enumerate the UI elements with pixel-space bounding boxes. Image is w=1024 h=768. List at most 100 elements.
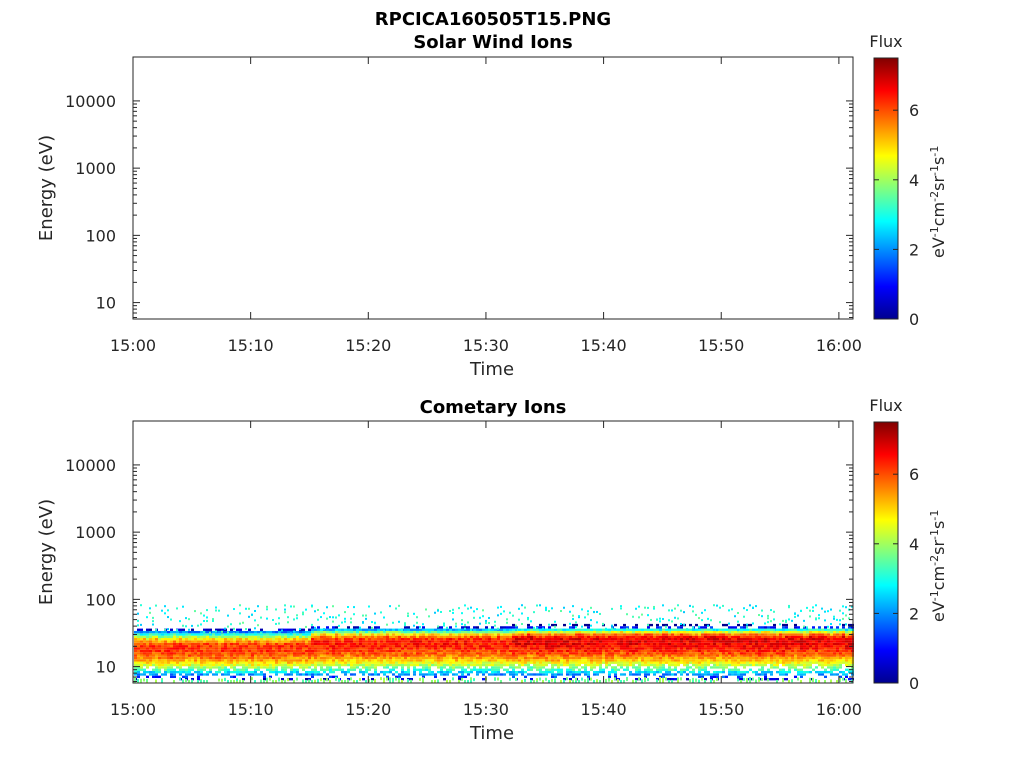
spectrogram-cell xyxy=(452,611,454,614)
spectrogram-cell xyxy=(497,663,500,667)
spectrogram-cell xyxy=(698,675,701,679)
spectrogram-cell xyxy=(506,630,509,634)
spectrogram-cell xyxy=(695,642,698,646)
spectrogram-cell xyxy=(173,647,176,650)
spectrogram-cell xyxy=(557,642,560,646)
spectrogram-cell xyxy=(290,670,293,674)
spectrogram-cell xyxy=(794,666,797,669)
spectrogram-cell xyxy=(779,649,782,653)
spectrogram-cell xyxy=(326,617,328,620)
spectrogram-cell xyxy=(440,659,443,662)
spectrogram-cell xyxy=(320,638,323,641)
spectrogram-cell xyxy=(653,607,655,610)
spectrogram-cell xyxy=(494,668,497,671)
spectrogram-cell xyxy=(659,666,662,669)
spectrogram-cell xyxy=(302,628,305,631)
spectrogram-cell xyxy=(275,680,277,683)
spectrogram-cell xyxy=(257,638,260,641)
spectrogram-cell xyxy=(602,645,605,648)
spectrogram-cell xyxy=(485,661,488,664)
spectrogram-cell xyxy=(239,604,241,607)
spectrogram-cell xyxy=(650,642,653,646)
spectrogram-cell xyxy=(461,673,464,676)
spectrogram-cell xyxy=(680,622,682,625)
spectrogram-cell xyxy=(287,666,290,669)
spectrogram-cell xyxy=(260,666,263,669)
spectrogram-cell xyxy=(554,656,557,660)
spectrogram-cell xyxy=(629,645,632,648)
spectrogram-cell xyxy=(428,638,431,641)
spectrogram-cell xyxy=(680,628,683,631)
spectrogram-cell xyxy=(491,663,494,667)
spectrogram-cell xyxy=(647,630,650,634)
spectrogram-cell xyxy=(539,604,541,607)
spectrogram-cell xyxy=(134,673,137,676)
spectrogram-cell xyxy=(629,633,632,636)
spectrogram-cell xyxy=(743,666,746,669)
spectrogram-cell xyxy=(641,670,644,674)
spectrogram-cell xyxy=(572,638,575,641)
spectrogram-cell xyxy=(185,652,188,655)
spectrogram-cell xyxy=(662,656,665,660)
spectrogram-cell xyxy=(764,638,767,641)
spectrogram-cell xyxy=(341,668,344,671)
spectrogram-cell xyxy=(545,630,548,634)
spectrogram-cell xyxy=(464,654,467,657)
spectrogram-cell xyxy=(503,652,506,655)
spectrogram-cell xyxy=(326,635,329,639)
spectrogram-cell xyxy=(572,645,575,648)
spectrogram-cell xyxy=(779,638,782,641)
spectrogram-cell xyxy=(665,635,668,639)
spectrogram-cell xyxy=(497,627,499,630)
spectrogram-cell xyxy=(185,642,188,646)
spectrogram-cell xyxy=(245,666,248,669)
spectrogram-cell xyxy=(206,659,209,662)
spectrogram-cell xyxy=(425,652,428,655)
spectrogram-cell xyxy=(623,626,626,629)
spectrogram-cell xyxy=(788,654,791,657)
spectrogram-cell xyxy=(341,680,343,683)
spectrogram-cell xyxy=(329,635,332,639)
spectrogram-cell xyxy=(776,649,779,653)
spectrogram-cell xyxy=(779,633,782,636)
spectrogram-cell xyxy=(698,649,701,653)
spectrogram-cell xyxy=(743,659,746,662)
spectrogram-cell xyxy=(590,633,593,636)
spectrogram-cell xyxy=(461,628,464,631)
spectrogram-cell xyxy=(353,661,356,664)
spectrogram-cell xyxy=(134,670,137,674)
spectrogram-cell xyxy=(473,640,476,643)
spectrogram-cell xyxy=(650,640,653,643)
spectrogram-cell xyxy=(392,645,395,648)
spectrogram-cell xyxy=(467,647,470,650)
spectrogram-cell xyxy=(185,635,188,639)
spectrogram-cell xyxy=(773,618,775,621)
spectrogram-cell xyxy=(590,647,593,650)
spectrogram-cell xyxy=(377,645,380,648)
spectrogram-cell xyxy=(629,628,632,631)
spectrogram-cell xyxy=(422,661,425,664)
spectrogram-cell xyxy=(371,661,374,664)
spectrogram-cell xyxy=(602,622,604,625)
spectrogram-cell xyxy=(533,652,536,655)
spectrogram-cell xyxy=(149,633,152,636)
spectrogram-cell xyxy=(488,633,491,636)
spectrogram-cell xyxy=(437,642,440,646)
spectrogram-cell xyxy=(626,656,629,660)
spectrogram-cell xyxy=(650,623,653,627)
spectrogram-cell xyxy=(188,649,191,653)
spectrogram-cell xyxy=(269,659,272,662)
spectrogram-cell xyxy=(254,642,257,646)
spectrogram-cell xyxy=(188,635,191,639)
spectrogram-cell xyxy=(755,638,758,641)
spectrogram-cell xyxy=(773,610,775,613)
spectrogram-cell xyxy=(641,649,644,653)
spectrogram-cell xyxy=(779,635,782,639)
spectrogram-cell xyxy=(470,640,473,643)
spectrogram-cell xyxy=(437,670,440,674)
spectrogram-cell xyxy=(221,628,224,631)
colorbar-tick-label: 4 xyxy=(909,171,919,190)
spectrogram-cell xyxy=(254,633,257,636)
spectrogram-cell xyxy=(671,659,674,662)
spectrogram-cell xyxy=(590,668,593,671)
